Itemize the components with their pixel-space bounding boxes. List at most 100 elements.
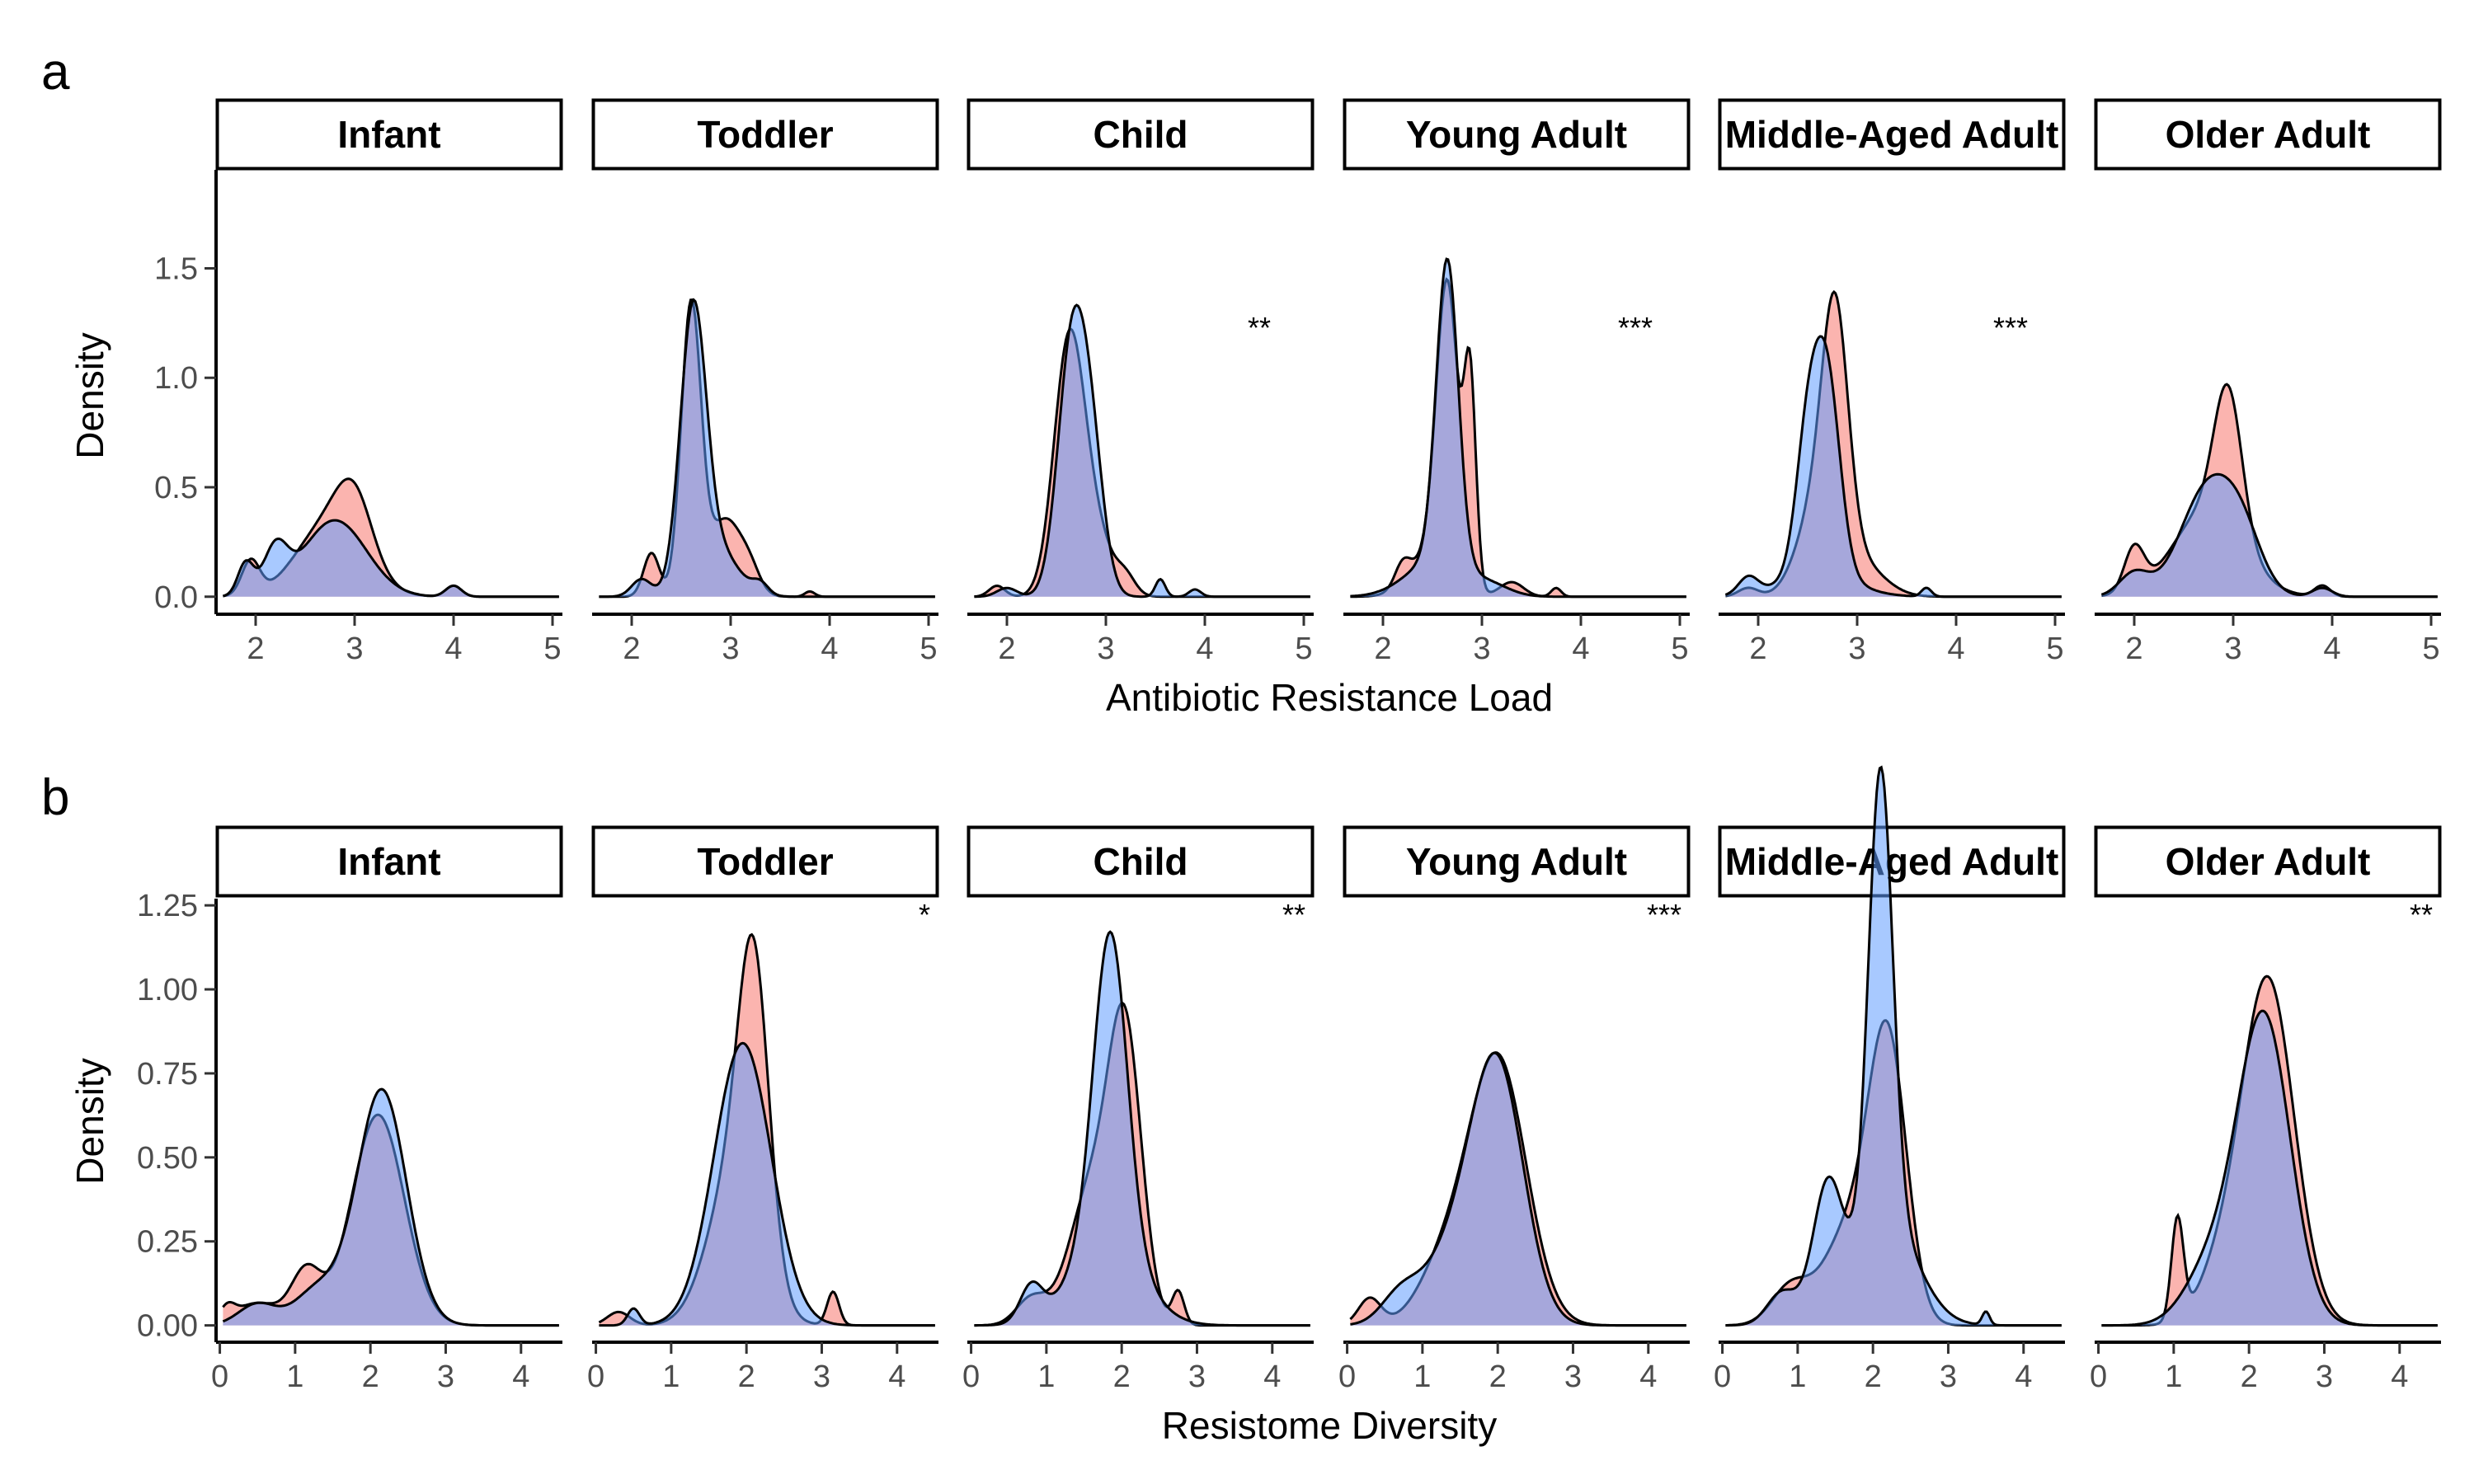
density-line-series-1 [2100, 472, 2438, 599]
x-tick-label: 5 [2422, 632, 2439, 666]
density-area-series-1 [2101, 474, 2438, 597]
density-line-series-1 [2101, 1009, 2438, 1327]
y-tick-label: 1.0 [154, 361, 198, 396]
facet-strip [2094, 98, 2442, 171]
x-tick-label: 4 [1196, 632, 1213, 666]
density-line-series-1 [223, 519, 559, 599]
facets-a: Infant 2 3 4 5 0.0 0.5 1.0 1.5 Toddler 2 3 4 5 Child 2 3… [154, 98, 2442, 666]
facet-strip-label: Infant [337, 840, 440, 883]
x-tick-label: 0 [1338, 1360, 1356, 1394]
facet-strip [215, 98, 563, 171]
y-tick-label: 1.25 [137, 889, 198, 923]
density-area-series-1 [1350, 1053, 1686, 1326]
x-tick-label: 4 [888, 1360, 905, 1394]
x-tick-label: 3 [1564, 1360, 1582, 1394]
facet-a-2: Child 2 3 4 5 ** [967, 98, 1315, 666]
facet-strip-label: Middle-Aged Adult [1725, 113, 2059, 156]
x-tick-label: 3 [2316, 1360, 2333, 1394]
x-tick-label: 0 [962, 1360, 980, 1394]
y-tick-label: 0.25 [137, 1225, 198, 1260]
significance-label: * [919, 898, 930, 932]
facet-strip-label: Middle-Aged Adult [1725, 840, 2059, 883]
x-tick-label: 4 [1572, 632, 1589, 666]
facet-strip-label: Toddler [697, 113, 833, 156]
facet-strip-label: Child [1094, 840, 1188, 883]
y-tick-label: 0.75 [137, 1057, 198, 1092]
x-tick-label: 4 [1263, 1360, 1281, 1394]
x-tick-label: 2 [362, 1360, 379, 1394]
facet-b-2: Child 0 1 2 3 4 ** [962, 825, 1315, 1394]
significance-label: *** [1618, 311, 1653, 345]
significance-label: ** [1248, 311, 1271, 345]
facet-b-5: Older Adult 0 1 2 3 4 ** [2090, 825, 2442, 1394]
density-area-series-0 [974, 329, 1310, 597]
facets-b: Infant 0 1 2 3 4 0.00 0.25 0.50 0.75 1.00 1.25 Toddl… [137, 765, 2442, 1394]
facet-strip [967, 825, 1315, 898]
facet-b-0: Infant 0 1 2 3 4 0.00 0.25 0.50 0.75 1.00 1.25 [137, 825, 563, 1394]
facet-b-1: Toddler 0 1 2 3 4 * [587, 825, 939, 1394]
x-tick-label: 2 [623, 632, 640, 666]
density-area-series-1 [599, 299, 935, 597]
facet-strip [2094, 825, 2442, 898]
x-tick-label: 0 [211, 1360, 228, 1394]
x-tick-label: 0 [1714, 1360, 1731, 1394]
x-tick-label: 4 [821, 632, 838, 666]
density-area-series-1 [599, 1043, 935, 1326]
facet-a-3: Young Adult 2 3 4 5 *** [1343, 98, 1691, 666]
x-tick-label: 3 [1097, 632, 1114, 666]
x-tick-label: 5 [2046, 632, 2063, 666]
facet-strip-label: Older Adult [2166, 840, 2371, 883]
density-line-series-1 [974, 930, 1310, 1327]
x-tick-label: 1 [1413, 1360, 1431, 1394]
facet-strip [1343, 98, 1691, 171]
x-tick-label: 2 [2125, 632, 2142, 666]
density-line-series-0 [2101, 383, 2438, 599]
density-area-series-1 [1725, 336, 2062, 597]
panel-letter-a: a [41, 44, 70, 101]
facet-strip [1718, 98, 2066, 171]
y-tick-label: 0.0 [154, 580, 198, 615]
x-tick-label: 3 [1940, 1360, 1957, 1394]
facet-a-5: Older Adult 2 3 4 5 [2094, 98, 2442, 666]
y-tick-label: 1.5 [154, 251, 198, 286]
density-area-series-1 [223, 520, 559, 597]
facet-strip [1343, 825, 1691, 898]
facet-strip [591, 98, 939, 171]
density-line-series-1 [1724, 335, 2062, 599]
density-area-series-1 [974, 932, 1310, 1326]
density-line-series-1 [599, 1041, 935, 1327]
density-line-series-0 [599, 298, 935, 599]
x-tick-label: 3 [1848, 632, 1865, 666]
density-area-series-0 [974, 1003, 1310, 1326]
density-area-series-1 [974, 305, 1310, 597]
density-line-series-1 [222, 1087, 559, 1327]
x-tick-label: 4 [1947, 632, 1964, 666]
x-tick-label: 4 [1639, 1360, 1657, 1394]
facet-a-1: Toddler 2 3 4 5 [591, 98, 939, 666]
x-tick-label: 5 [1671, 632, 1688, 666]
facet-strip [967, 98, 1315, 171]
y-axis-title-a: Density [68, 332, 111, 458]
y-tick-label: 0.00 [137, 1309, 198, 1344]
facet-strip-label: Older Adult [2166, 113, 2371, 156]
y-tick-label: 0.5 [154, 471, 198, 505]
x-tick-label: 3 [1473, 632, 1490, 666]
x-tick-label: 4 [2323, 632, 2340, 666]
y-tick-label: 1.00 [137, 973, 198, 1007]
x-tick-label: 2 [1374, 632, 1391, 666]
x-tick-label: 4 [2015, 1360, 2032, 1394]
x-tick-label: 5 [920, 632, 937, 666]
x-tick-label: 1 [2165, 1360, 2182, 1394]
facet-strip-label: Child [1094, 113, 1188, 156]
x-tick-label: 3 [346, 632, 363, 666]
panel-letter-b: b [41, 769, 69, 826]
facet-strip [591, 825, 939, 898]
y-axis-title-b: Density [68, 1058, 111, 1184]
x-tick-label: 2 [1489, 1360, 1507, 1394]
density-area-series-1 [1725, 767, 2062, 1326]
significance-label: *** [1647, 898, 1681, 932]
facet-strip [1718, 825, 2066, 898]
panel-a: a Antibiotic Resistance Load Density Inf… [41, 44, 2442, 719]
x-tick-label: 3 [1188, 1360, 1206, 1394]
